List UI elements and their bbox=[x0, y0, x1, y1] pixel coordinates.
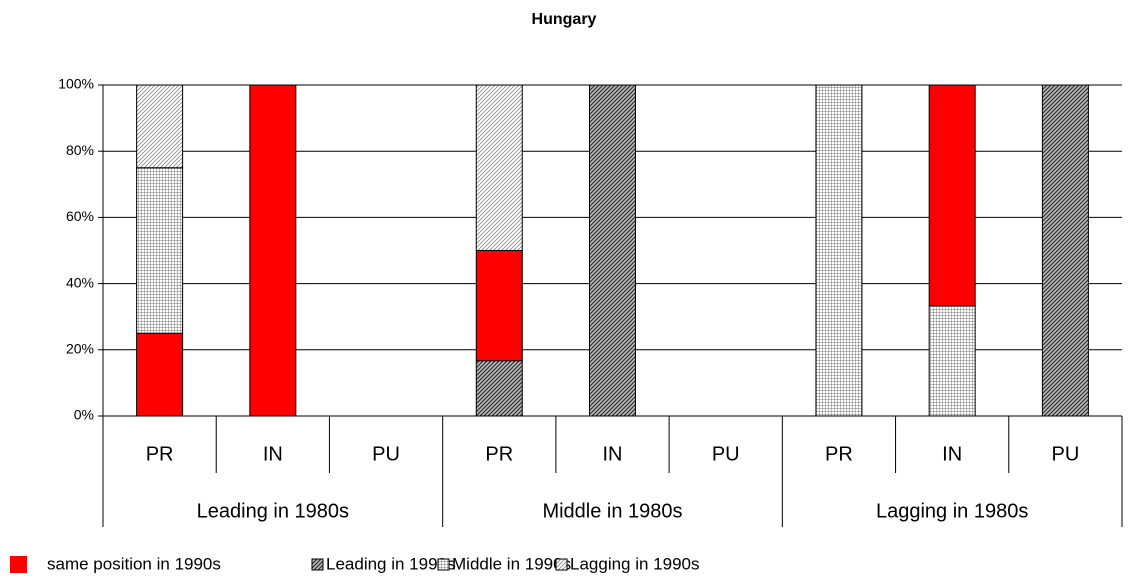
bar-segment bbox=[928, 305, 976, 417]
bar-segment bbox=[475, 360, 523, 417]
x-tick-label: PR bbox=[825, 443, 853, 465]
bar-segment bbox=[1041, 84, 1089, 417]
x-tick-label: PR bbox=[485, 443, 513, 465]
bar-segment bbox=[928, 84, 976, 307]
chart-title: Hungary bbox=[532, 11, 597, 28]
group-label: Lagging in 1980s bbox=[876, 500, 1028, 522]
legend-label: same position in 1990s bbox=[47, 554, 221, 573]
group-label: Middle in 1980s bbox=[542, 500, 682, 522]
bar-segment bbox=[136, 84, 184, 169]
bar-segment bbox=[589, 84, 636, 417]
x-tick-label: IN bbox=[942, 443, 962, 465]
bar-segment bbox=[475, 84, 523, 251]
y-tick-label: 60% bbox=[66, 208, 94, 224]
legend-label: Lagging in 1990s bbox=[570, 554, 700, 573]
x-tick-label: IN bbox=[263, 443, 283, 465]
y-tick-label: 40% bbox=[66, 274, 94, 290]
legend-swatch bbox=[311, 558, 324, 571]
x-tick-label: PU bbox=[712, 443, 740, 465]
legend-swatch bbox=[437, 558, 450, 571]
bar-segment bbox=[475, 250, 523, 362]
x-tick-label: IN bbox=[603, 443, 623, 465]
y-tick-label: 20% bbox=[66, 341, 94, 357]
legend-swatch bbox=[555, 558, 568, 571]
y-tick-label: 100% bbox=[58, 76, 94, 92]
y-tick-label: 80% bbox=[66, 142, 94, 158]
y-tick-label: 0% bbox=[74, 407, 94, 423]
legend-swatch bbox=[10, 556, 27, 573]
group-label: Leading in 1980s bbox=[197, 500, 349, 522]
bar-segment bbox=[136, 167, 184, 334]
x-tick-label: PU bbox=[372, 443, 400, 465]
bar-segment bbox=[249, 84, 297, 417]
legend-label: Leading in 1990s bbox=[326, 554, 456, 573]
bar-segment bbox=[815, 84, 863, 417]
x-tick-label: PR bbox=[146, 443, 174, 465]
x-tick-label: PU bbox=[1051, 443, 1079, 465]
bar-segment bbox=[136, 332, 184, 417]
legend-label: Middle in 1990s bbox=[452, 554, 571, 573]
